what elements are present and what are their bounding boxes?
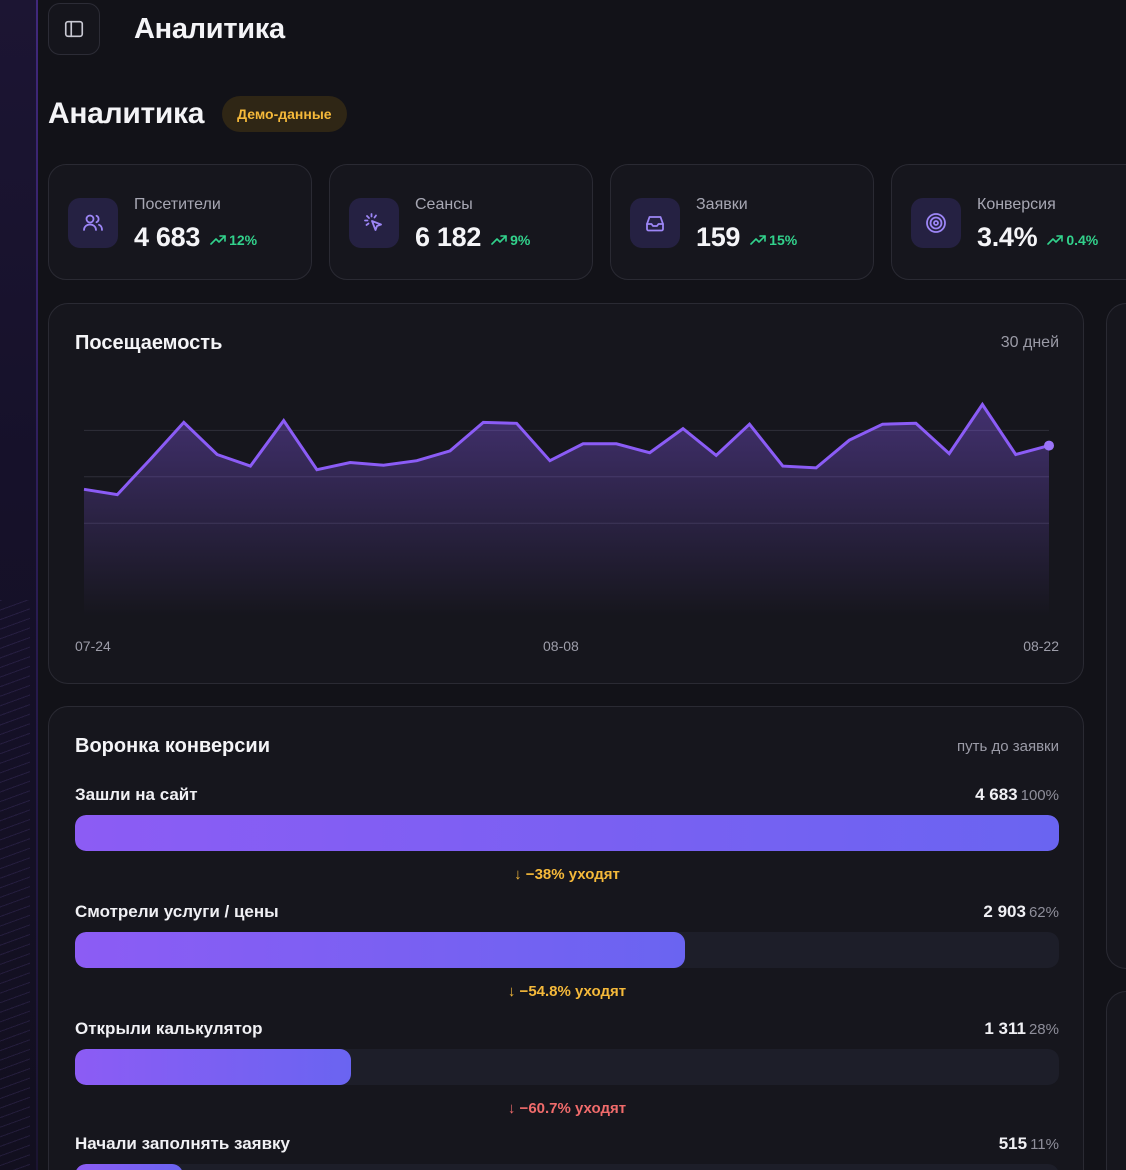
stat-value: 3.4% (977, 222, 1038, 252)
funnel-drop-label: ↓ −60.7% уходят (507, 1100, 627, 1117)
traffic-area-fill (84, 404, 1049, 616)
topbar: Аналитика (48, 2, 285, 56)
funnel-bar-fill (75, 815, 1059, 851)
funnel-step-name: Начали заполнять заявку (75, 1134, 291, 1153)
left-sidebar-edge (0, 0, 38, 1170)
page-header: Аналитика Демо-данные (48, 96, 347, 132)
funnel-bar-track (75, 1164, 1059, 1170)
funnel-step-name: Открыли калькулятор (75, 1019, 263, 1038)
funnel-step-count: 4 683 100% (975, 785, 1059, 804)
funnel-title: Воронка конверсии (75, 735, 270, 757)
funnel-bar-track (75, 815, 1059, 851)
inbox-icon (630, 198, 680, 248)
side-panel-edge (1106, 991, 1126, 1170)
demo-data-badge: Демо-данные (222, 96, 347, 132)
stat-label: Посетители (134, 196, 221, 213)
funnel-step-name: Смотрели услуги / цены (75, 902, 279, 921)
funnel-bar-track (75, 1049, 1059, 1085)
funnel-drop-label: ↓ −54.8% уходят (507, 983, 627, 1000)
x-tick-label: 08-22 (1023, 638, 1059, 654)
traffic-chart (83, 401, 1054, 616)
funnel-panel: Воронка конверсии путь до заявки Зашли н… (48, 706, 1084, 1170)
trend-up-icon (750, 235, 766, 245)
topbar-title: Аналитика (134, 12, 285, 45)
funnel-step-count: 515 11% (998, 1134, 1059, 1153)
traffic-period: 30 дней (1000, 334, 1059, 351)
traffic-title: Посещаемость (75, 332, 223, 354)
traffic-series-line (83, 401, 1050, 497)
funnel-subtitle: путь до заявки (957, 738, 1059, 755)
stat-label: Сеансы (415, 196, 473, 213)
stat-delta: 15% (750, 232, 797, 248)
funnel-bar-track (75, 932, 1059, 968)
funnel-bar-fill (75, 1049, 351, 1085)
stat-label: Заявки (696, 196, 748, 213)
funnel-step-count: 1 311 28% (984, 1019, 1059, 1038)
page-title: Аналитика (48, 97, 205, 130)
traffic-last-point (1044, 440, 1054, 451)
stat-delta: 9% (491, 232, 530, 248)
trend-up-icon (210, 235, 226, 245)
trend-up-icon (1047, 235, 1064, 245)
funnel-drop-label: ↓ −38% уходят (514, 866, 620, 883)
x-tick-label: 08-08 (543, 638, 579, 654)
main-content: Аналитика Аналитика Демо-данные Посетите… (38, 0, 1126, 1170)
stat-label: Конверсия (977, 196, 1056, 213)
side-panel-edge (1106, 303, 1126, 969)
stat-card-sessions: Сеансы 6 182 9% (329, 164, 593, 280)
stat-card-conversion: Конверсия 3.4% 0.4% (891, 164, 1126, 280)
trend-up-icon (491, 235, 507, 245)
stat-delta: 12% (210, 232, 257, 248)
users-icon (68, 198, 118, 248)
sidebar-toggle-button[interactable] (48, 3, 100, 55)
funnel-step-name: Зашли на сайт (75, 785, 198, 804)
stat-value: 6 182 (415, 222, 482, 252)
funnel-step-count: 2 903 62% (983, 902, 1059, 921)
stat-delta: 0.4% (1047, 232, 1098, 248)
target-icon (911, 198, 961, 248)
stat-card-visitors: Посетители 4 683 12% (48, 164, 312, 280)
cursor-click-icon (349, 198, 399, 248)
funnel-bar-fill (75, 932, 686, 968)
stat-value: 4 683 (134, 222, 201, 252)
funnel-bar-fill (75, 1164, 184, 1170)
traffic-chart-panel: Посещаемость 30 дней 07-24 08-08 08-22 (48, 303, 1084, 684)
sidebar-toggle-icon (64, 20, 84, 38)
x-tick-label: 07-24 (75, 638, 111, 654)
stat-value: 159 (696, 222, 741, 252)
stat-card-requests: Заявки 159 15% (610, 164, 874, 280)
